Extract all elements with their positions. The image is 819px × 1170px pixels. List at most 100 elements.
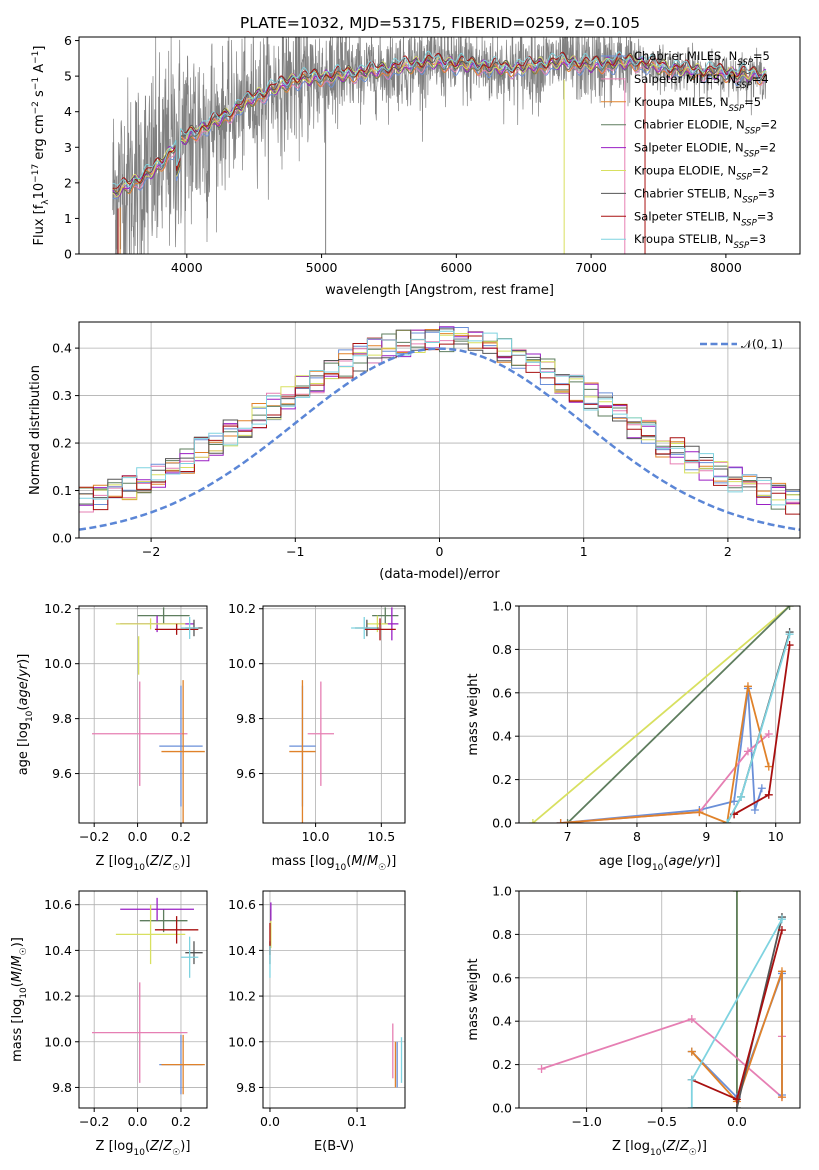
y-axis-label: age [log10(age/yr)] [16, 654, 35, 776]
x-axis-label-part: M [351, 854, 362, 869]
legend-label: 𝒩(0, 1) [741, 337, 783, 351]
x-axis-label-part: ☉ [172, 1148, 180, 1158]
weight-point-marker [556, 819, 565, 823]
histogram-step [79, 330, 800, 506]
y-tick-label: 0.0 [492, 816, 512, 831]
x-axis-label-part: yr [696, 854, 712, 869]
legend-label-text: Kroupa ELODIE, N [634, 164, 736, 178]
y-tick-label: 0.1 [52, 483, 72, 498]
figure-title: PLATE=1032, MJD=53175, FIBERID=0259, z=0… [240, 14, 640, 32]
y-axis-label-part: erg cm [32, 114, 47, 163]
y-tick-label: 10.6 [228, 897, 256, 912]
legend-label: Salpeter STELIB, NSSP=3 [634, 209, 774, 228]
x-tick-label: 8000 [710, 260, 742, 275]
y-tick-label: 0.6 [492, 685, 512, 700]
legend-label-sub: SSP [741, 218, 757, 228]
legend-label: Kroupa MILES, NSSP=5 [634, 95, 761, 114]
legend-label-tail: =5 [753, 49, 770, 63]
x-tick-label: −0.2 [79, 829, 109, 844]
weight-series-line [566, 606, 791, 823]
legend-label: Chabrier MILES, NSSP=5 [634, 49, 770, 68]
x-tick-label: −2 [142, 544, 160, 559]
weight-series-line [691, 971, 783, 1104]
y-axis-label-part: mass weight [466, 958, 481, 1040]
legend-label: Salpeter ELODIE, NSSP=2 [634, 141, 776, 160]
x-axis-label-part: Z [log [96, 1139, 134, 1154]
y-tick-label: 1.0 [492, 884, 512, 899]
legend-label: Salpeter MILES, NSSP=4 [634, 72, 769, 91]
x-axis-label-part: Z [666, 1139, 677, 1154]
y-tick-label: 9.6 [236, 766, 256, 781]
y-axis-label-part: −2 [31, 101, 41, 114]
y-axis-label-part: Normed distribution [28, 365, 43, 495]
y-tick-label: 0.8 [492, 927, 512, 942]
x-tick-label: 0.0 [128, 1114, 148, 1129]
y-axis-label: mass [log10(M/M☉)] [10, 937, 29, 1062]
x-axis-label-part: )] [180, 1139, 190, 1154]
mass-vs-Z-panel: −0.2 0.0 0.29.810.010.210.410.6Z [log10(Z/… [10, 890, 208, 1158]
y-axis-label-part: yr [16, 662, 31, 678]
y-axis-label-part: )] [16, 654, 31, 664]
residuals-clip-group [79, 326, 800, 531]
x-tick-label: 7000 [575, 260, 607, 275]
mass-vs-Z-clip-group [92, 897, 205, 1095]
y-axis-label-part: mass weight [466, 673, 481, 755]
legend-label-text: Salpeter MILES, N [634, 72, 736, 86]
axes-frame [262, 605, 406, 824]
y-tick-label: 0.2 [52, 436, 72, 451]
weight-series-line [691, 916, 783, 1108]
x-axis-label-part: Z [149, 854, 160, 869]
mass-vs-ebv-panel: 0.0 0.1 9.8 10.0 10.2 10.4 10.6 E(B-V) [228, 890, 406, 1154]
weight-point-marker [785, 606, 794, 610]
mass-vs-ebv-clip-group [269, 902, 403, 1088]
x-tick-label: 5000 [306, 260, 338, 275]
y-tick-label: 1.0 [492, 599, 512, 614]
y-tick-label: 10.4 [44, 943, 72, 958]
x-tick-label: 7 [564, 829, 572, 844]
x-axis-label-part: Z [149, 1139, 160, 1154]
x-tick-label: 0.0 [128, 829, 148, 844]
age-vs-mass-clip-group [289, 607, 399, 823]
y-tick-label: 0.2 [492, 772, 512, 787]
x-axis-label-part: / [159, 1139, 164, 1154]
weight-point-marker [732, 891, 741, 895]
y-tick-label: 10.4 [228, 943, 256, 958]
x-tick-label: 4000 [171, 260, 203, 275]
x-axis-label-part: ☉ [378, 863, 386, 873]
x-tick-label: 0.2 [171, 829, 191, 844]
x-axis-label-part: 10 [335, 863, 347, 873]
axes-frame [518, 605, 801, 824]
x-axis-label-part: 10 [133, 1148, 145, 1158]
axes-frame [78, 890, 208, 1109]
legend-label-sub: SSP [737, 58, 753, 68]
x-axis-label-part: ( [663, 854, 668, 869]
y-tick-label: 10.2 [228, 601, 256, 616]
x-axis-label-part: mass [log [272, 854, 335, 869]
x-tick-label: 8 [633, 829, 641, 844]
legend-label-tail: =3 [758, 186, 775, 200]
x-tick-label: 6000 [440, 260, 472, 275]
x-axis-label-part: )] [710, 854, 720, 869]
axes-frame [78, 36, 801, 255]
weight-point-marker [563, 819, 572, 823]
weight-vs-Z-clip-group [537, 891, 786, 1108]
age-vs-Z-panel: −0.2 0.0 0.29.69.810.010.2Z [log10(Z/Z☉)]a… [16, 601, 208, 873]
legend-label-text: Kroupa MILES, N [634, 95, 729, 109]
legend-label: Kroupa STELIB, NSSP=3 [634, 232, 766, 251]
y-tick-label: 6 [64, 33, 72, 48]
axes-frame [78, 605, 208, 824]
legend-label-text: Chabrier STELIB, N [634, 186, 742, 200]
y-tick-label: 0.4 [492, 729, 512, 744]
x-tick-label: 0.0 [727, 1114, 747, 1129]
weight-point-marker [687, 1015, 696, 1024]
weight-point-marker [764, 790, 773, 799]
x-axis-label-part: / [693, 854, 698, 869]
y-tick-label: 10.2 [44, 989, 72, 1004]
y-axis-label-part: )] [10, 937, 25, 947]
x-tick-label: −1.0 [571, 1114, 601, 1129]
y-tick-label: 4 [64, 104, 72, 119]
y-tick-label: 10.2 [228, 989, 256, 1004]
y-tick-label: 0.4 [52, 341, 72, 356]
x-axis-label: Z [log10(Z/Z☉)] [612, 1139, 707, 1158]
x-axis-label-part: Z [162, 1139, 173, 1154]
